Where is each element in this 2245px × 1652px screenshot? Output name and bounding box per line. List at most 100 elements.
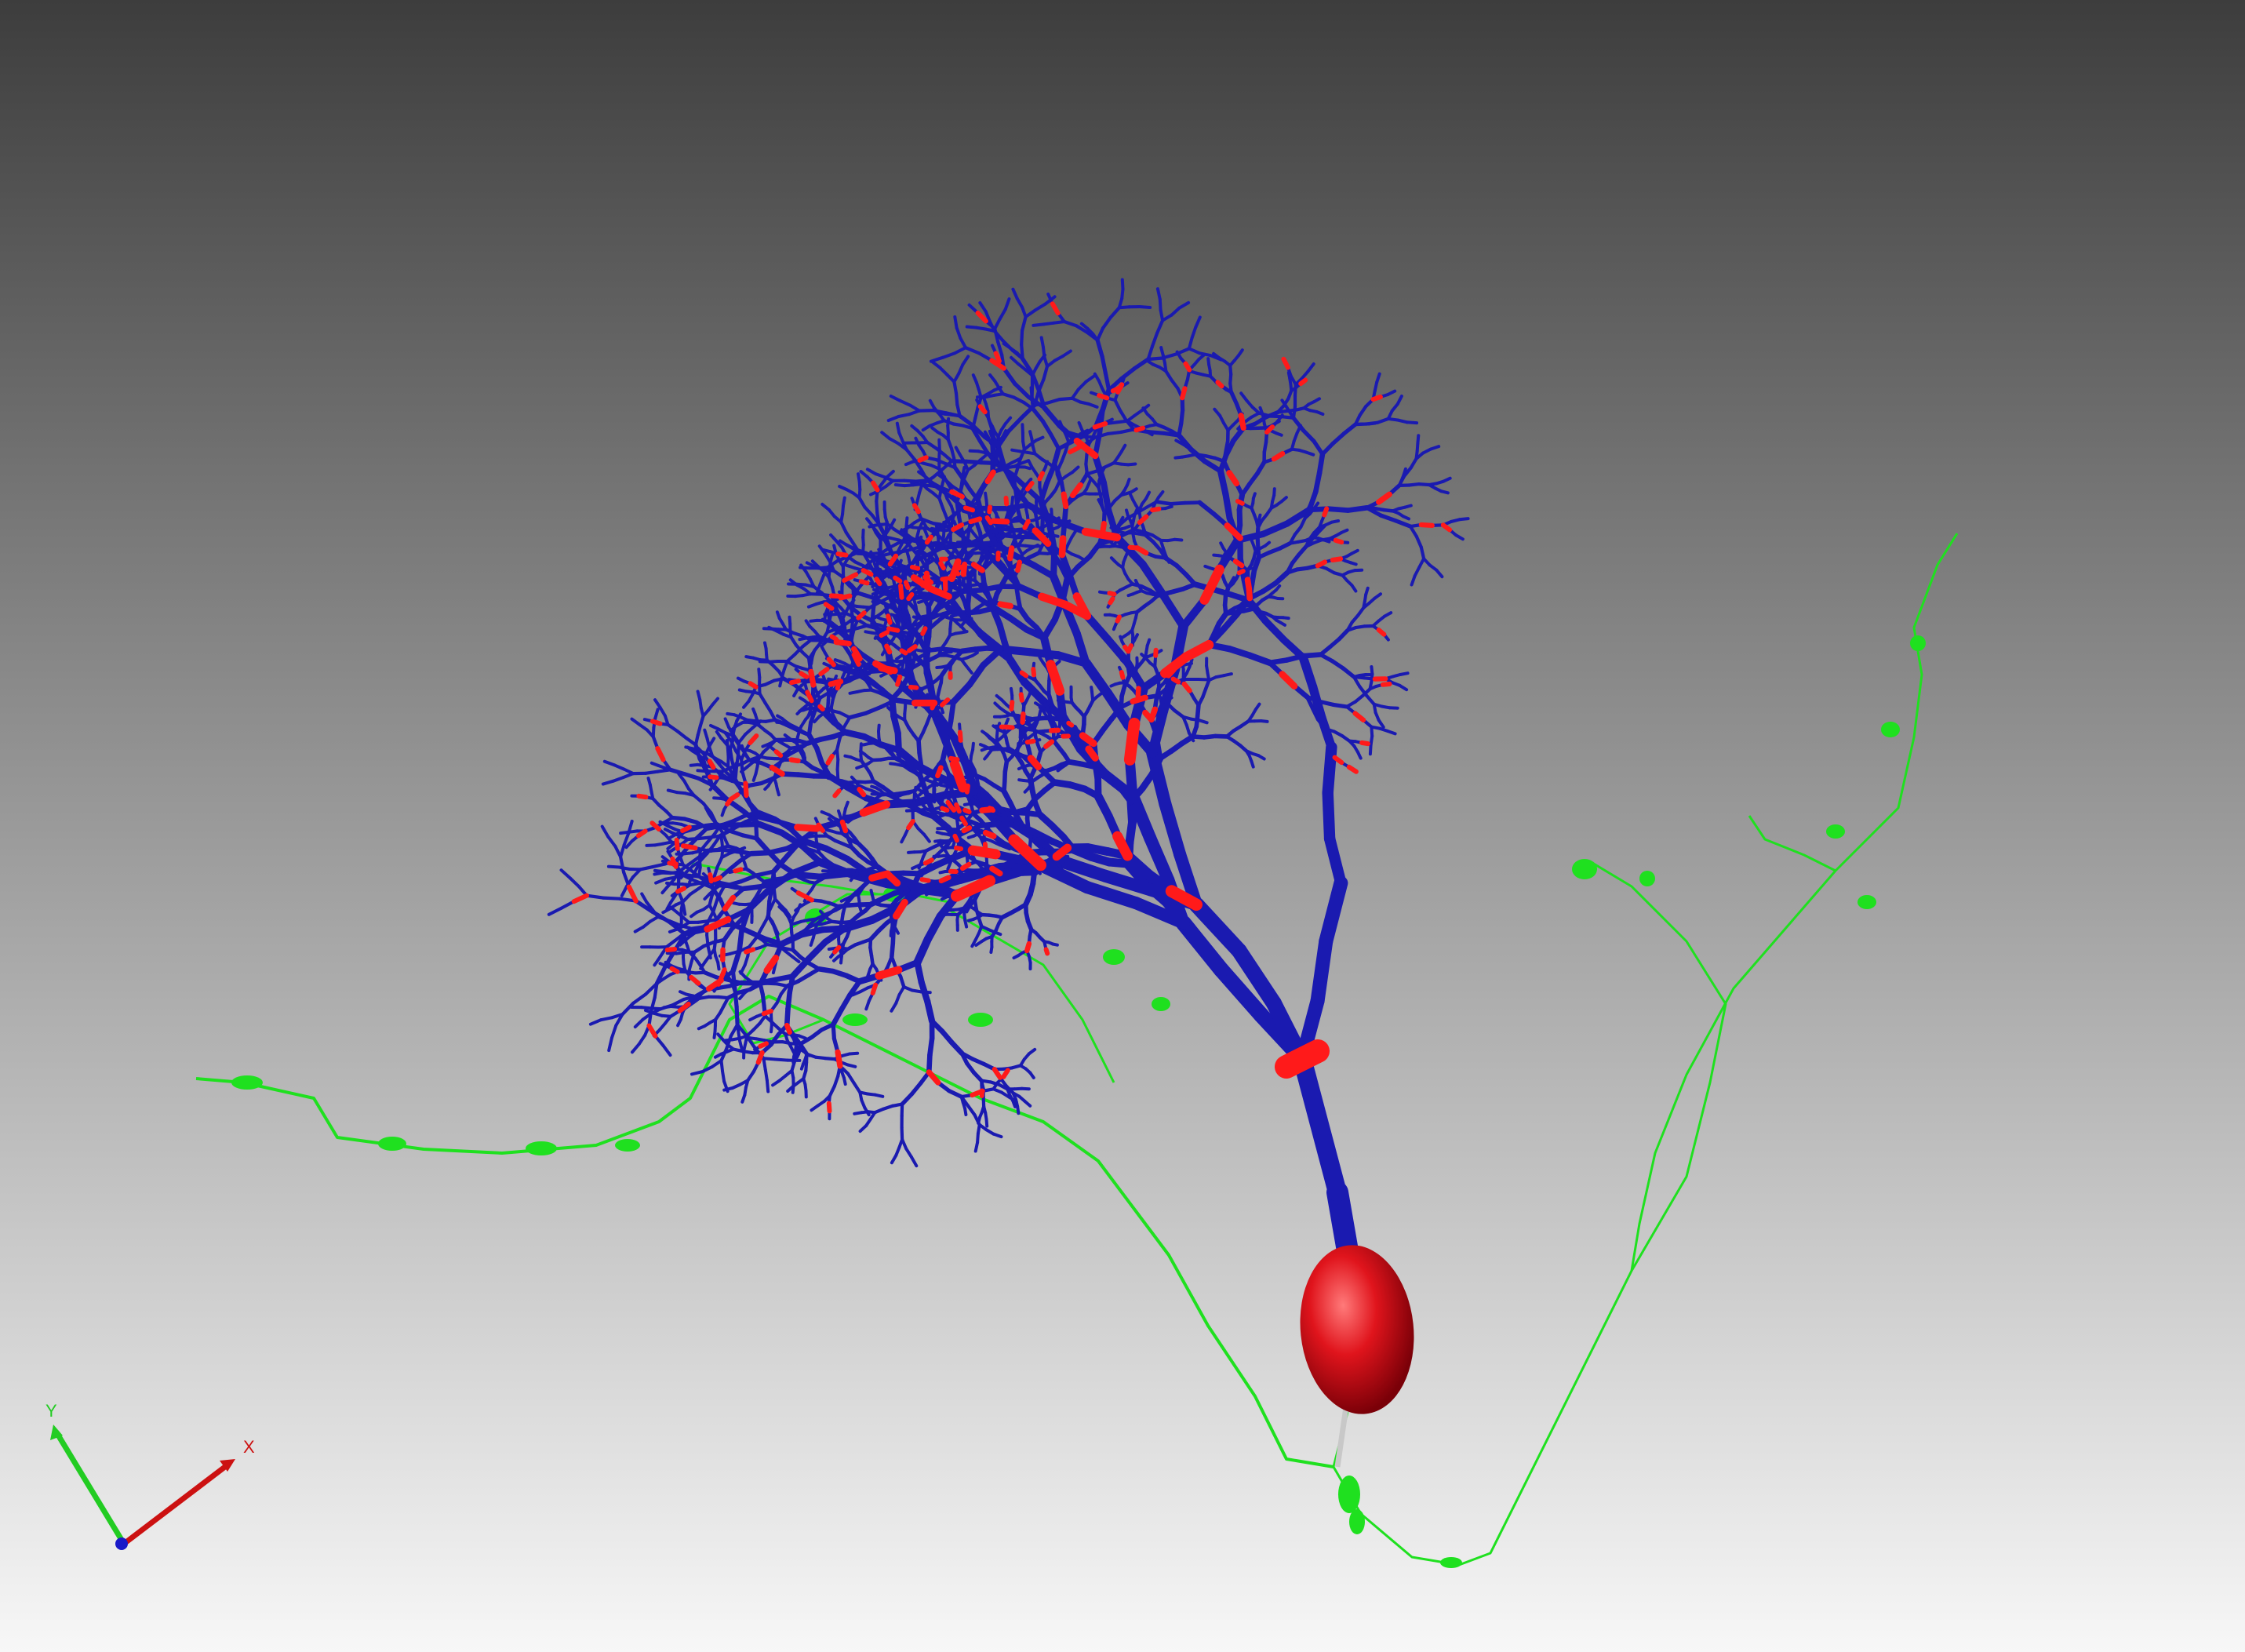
dendrite-segment (890, 1153, 898, 1165)
dendrite-segment (936, 813, 944, 820)
dendrite-segment (1020, 678, 1048, 705)
dendrite-segment (661, 1043, 672, 1057)
dendrite-segment (709, 782, 730, 802)
dendrite-segment (712, 865, 719, 879)
dendrite-segment (886, 955, 894, 969)
dendrite-segment (738, 991, 747, 1001)
dendrite-segment (1281, 616, 1290, 620)
dendrite-segment (754, 821, 759, 841)
dendrite-segment (847, 978, 862, 998)
dendrite-segment (870, 784, 879, 790)
dendrite-segment (1365, 693, 1376, 706)
dendrite-segment (1119, 515, 1125, 524)
dendrite-segment (763, 1068, 769, 1083)
dendrite-segment (1350, 584, 1358, 593)
dendrite-segment (1103, 635, 1132, 667)
dendrite-segment (842, 1076, 847, 1086)
dendrite-segment (712, 937, 718, 952)
dendrite-segment (650, 909, 671, 924)
dendrite-segment (931, 813, 951, 831)
dendrite-segment (1098, 869, 1158, 897)
dendrite-segment (850, 775, 857, 783)
dendrite-segment (640, 892, 649, 904)
dendrite-segment (831, 1022, 837, 1041)
dendrite-segment (775, 933, 782, 948)
dendrite-segment (682, 772, 701, 781)
dendrite-segment (789, 1045, 795, 1054)
dendrite-segment (765, 1079, 770, 1093)
dendrite-segment (1278, 540, 1293, 551)
dendrite-segment (912, 599, 918, 609)
dendrite-segment (1203, 564, 1212, 569)
dendrite-segment (1222, 672, 1233, 678)
dendrite-segment (719, 847, 739, 854)
dendrite-segment (914, 959, 925, 986)
dendrite-segment (1337, 628, 1350, 642)
dendrite-segment (927, 1035, 935, 1058)
dendrite-segment (1056, 459, 1064, 472)
dendrite-segment (1257, 513, 1262, 522)
dendrite-segment (904, 1147, 913, 1159)
dendrite-segment (966, 667, 973, 675)
dendrite-segment (798, 926, 827, 938)
dendrite-segment (827, 946, 837, 951)
dendrite-segment (666, 722, 679, 733)
dendrite-segment (665, 901, 672, 911)
dendrite-segment (1352, 675, 1362, 689)
dendrite-segment (945, 650, 953, 654)
dendrite-segment (1304, 694, 1315, 711)
dendrite-segment (675, 730, 689, 740)
dendrite-segment (1027, 551, 1041, 560)
dendrite-segment (1034, 701, 1042, 708)
dendrite-segment (784, 1006, 791, 1028)
dendrite-segment (937, 497, 945, 511)
dendrite-segment (740, 833, 759, 841)
dendrite-segment (1097, 498, 1103, 506)
dendrite-segment (601, 779, 615, 786)
dendrite-segment (1130, 487, 1138, 493)
dendrite-segment (1050, 489, 1057, 497)
dendrite-segment (1213, 733, 1229, 739)
dendrite-segment (1124, 755, 1138, 802)
dendrite-segment (698, 714, 705, 728)
dendrite-segment (740, 883, 765, 892)
dendrite-segment (910, 1155, 919, 1168)
axon-main (1332, 533, 1959, 1566)
dendrite-segment (1034, 435, 1045, 442)
dendrite-segment (611, 776, 625, 783)
dendrite-segment (736, 676, 746, 683)
dendrite-segment (858, 749, 867, 756)
dendrite-segment (1039, 696, 1046, 704)
dendrite-segment (959, 587, 984, 595)
dendrite-segment (859, 903, 868, 908)
dendrite-segment (1382, 611, 1393, 618)
dendrite-segment (873, 1093, 885, 1098)
dendrite-segment (824, 828, 834, 833)
dendrite-segment (744, 655, 755, 660)
dendrite-segment (654, 964, 668, 986)
dendrite-segment (661, 907, 671, 915)
dendrite-segment (827, 677, 835, 682)
dendrite-segment (855, 764, 864, 770)
dendrite-segment (840, 671, 846, 680)
dendrite-segment (1246, 652, 1273, 667)
dendrite-segment (911, 615, 922, 620)
dendrite-segment (624, 839, 634, 850)
dendrite-segment (823, 901, 831, 904)
dendrite-segment (973, 1141, 980, 1153)
dendrite-segment (959, 620, 966, 628)
dendrite-segment (927, 653, 941, 663)
dendrite-segment (696, 690, 702, 701)
dendrite-segment (963, 1107, 968, 1116)
dendrite-segment (762, 1057, 767, 1072)
dendrite-segment (697, 995, 711, 1000)
dendrite-segment (668, 927, 679, 933)
dendrite-segment (610, 1013, 624, 1020)
dendrite-segment (904, 516, 909, 528)
dendrite-segment (733, 987, 739, 1010)
dendrite-segment (1251, 492, 1257, 500)
dendrite-segment (1231, 943, 1282, 1011)
dendrite-segment (1040, 616, 1059, 642)
